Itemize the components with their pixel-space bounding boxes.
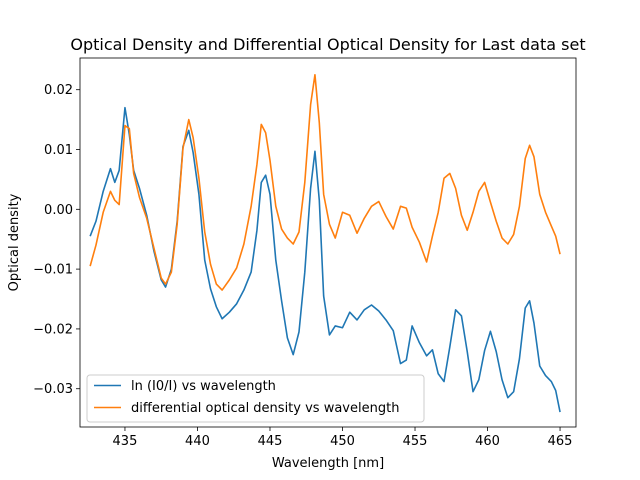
legend-label-differential-optical-density: differential optical density vs waveleng… [131,401,399,416]
legend: ln (I0/I) vs wavelength differential opt… [86,374,425,423]
legend-label-ln-i0-i: ln (I0/I) vs wavelength [131,379,276,394]
x-tick-label: 455 [403,434,428,449]
axes-background [80,58,576,427]
y-tick-label: 0.02 [44,83,73,98]
plot-area [79,57,577,428]
series-layer [89,73,561,413]
x-axis-ticks: 435 440 445 450 455 460 465 [113,427,573,449]
x-tick-label: 460 [475,434,500,449]
y-tick-label: 0.00 [44,203,73,218]
x-tick-label: 465 [548,434,573,449]
legend-frame [86,374,425,423]
y-tick-label: 0.01 [44,143,73,158]
y-tick-label: −0.01 [33,263,73,278]
y-tick-label: −0.03 [33,382,73,397]
axes-frame [79,57,577,428]
x-axis-label: Wavelength [nm] [272,456,384,471]
y-tick-label: −0.02 [33,322,73,337]
x-tick-label: 435 [113,434,138,449]
x-tick-label: 450 [330,434,355,449]
y-axis-label: Optical density [7,193,22,291]
series-line-1 [89,73,561,291]
y-axis-ticks: −0.03 −0.02 −0.01 0.00 0.01 0.02 [33,83,80,397]
x-tick-label: 445 [258,434,283,449]
chart-title: Optical Density and Differential Optical… [70,35,585,54]
x-tick-label: 440 [185,434,210,449]
